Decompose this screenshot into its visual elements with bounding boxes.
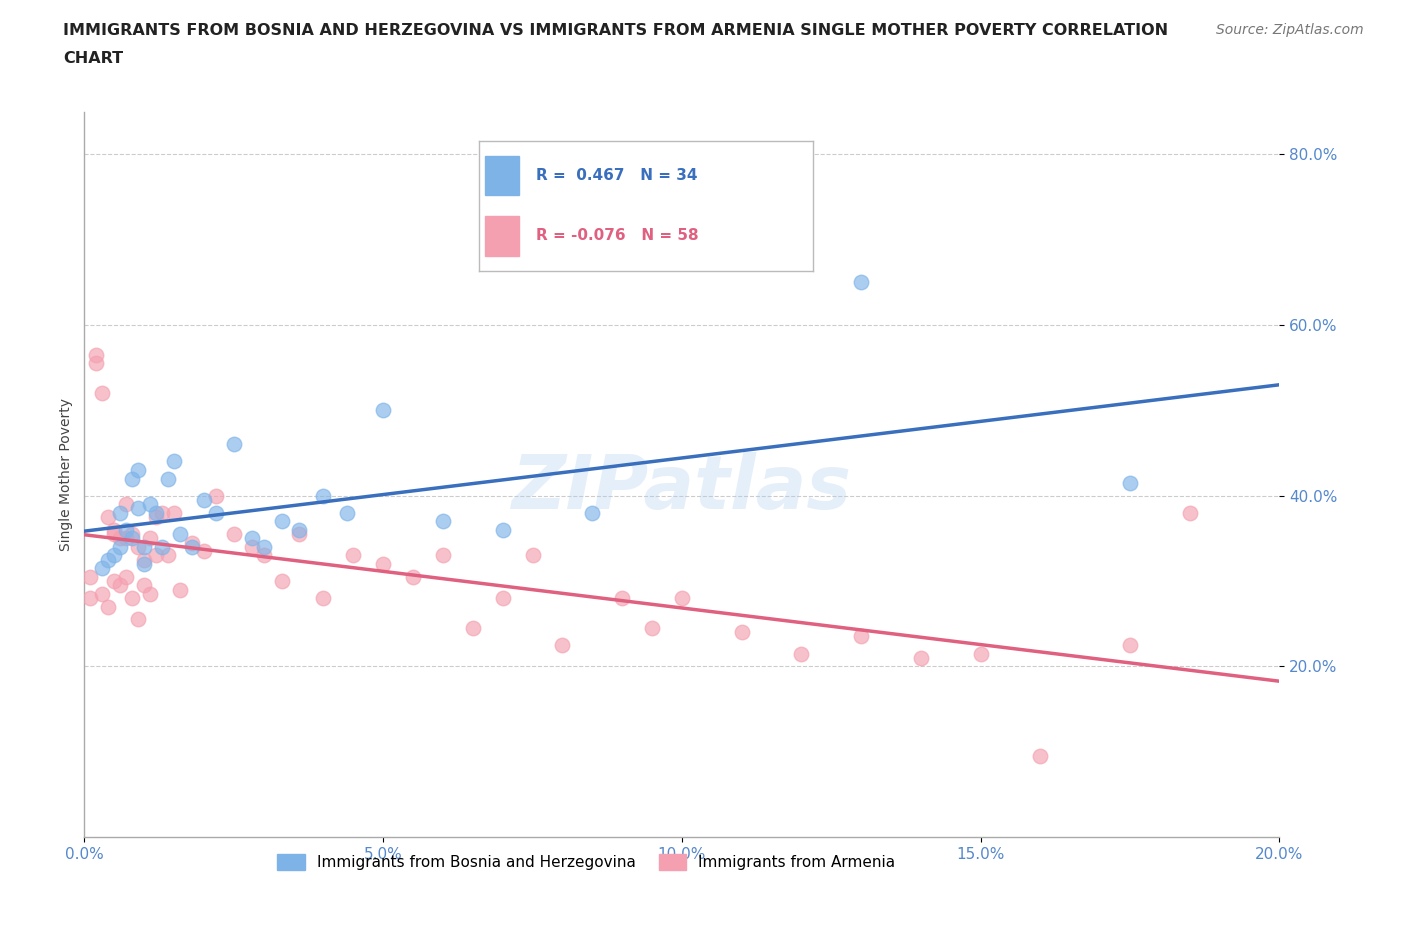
Point — [127, 612, 149, 627]
Point — [790, 646, 813, 661]
Point — [181, 535, 204, 550]
Point — [1119, 638, 1142, 653]
Point — [253, 548, 276, 563]
Point — [139, 497, 162, 512]
Point — [139, 531, 162, 546]
Point — [240, 539, 263, 554]
Point — [402, 569, 425, 584]
Text: CHART: CHART — [63, 51, 124, 66]
Point — [671, 591, 693, 605]
Point — [270, 574, 292, 589]
Point — [121, 526, 143, 541]
Point — [612, 591, 634, 605]
Point — [910, 650, 932, 665]
Point — [110, 578, 132, 592]
Point — [97, 552, 120, 567]
Point — [522, 548, 544, 563]
Point — [253, 539, 276, 554]
Point — [851, 629, 873, 644]
Point — [222, 437, 245, 452]
Point — [79, 591, 101, 605]
Point — [79, 569, 101, 584]
Point — [121, 531, 143, 546]
Point — [132, 578, 156, 592]
Text: Source: ZipAtlas.com: Source: ZipAtlas.com — [1216, 23, 1364, 37]
Point — [312, 591, 335, 605]
Point — [432, 548, 454, 563]
Point — [139, 586, 162, 601]
Point — [110, 539, 132, 554]
Point — [86, 356, 108, 371]
Point — [193, 493, 215, 508]
Point — [91, 561, 114, 576]
Point — [97, 599, 120, 614]
Point — [115, 523, 138, 538]
Point — [103, 574, 125, 589]
Legend: Immigrants from Bosnia and Herzegovina, Immigrants from Armenia: Immigrants from Bosnia and Herzegovina, … — [271, 848, 901, 876]
Point — [127, 462, 149, 477]
Point — [193, 544, 215, 559]
Point — [145, 505, 167, 520]
Point — [157, 472, 180, 486]
Text: ZIPatlas: ZIPatlas — [512, 452, 852, 525]
Point — [432, 513, 454, 528]
Point — [127, 501, 149, 516]
Point — [492, 523, 515, 538]
Point — [373, 403, 395, 418]
Point — [127, 539, 149, 554]
Point — [181, 539, 204, 554]
Point — [110, 531, 132, 546]
Point — [312, 488, 335, 503]
Point — [115, 569, 138, 584]
Point — [103, 523, 125, 538]
Point — [731, 625, 754, 640]
Point — [97, 510, 120, 525]
Point — [205, 488, 228, 503]
Point — [240, 531, 263, 546]
Point — [205, 505, 228, 520]
Point — [342, 548, 364, 563]
Point — [169, 582, 191, 597]
Point — [103, 548, 125, 563]
Point — [150, 505, 173, 520]
Point — [373, 556, 395, 571]
Point — [222, 526, 245, 541]
Point — [461, 620, 484, 635]
Point — [641, 620, 664, 635]
Point — [103, 526, 125, 541]
Y-axis label: Single Mother Poverty: Single Mother Poverty — [59, 398, 73, 551]
Point — [492, 591, 515, 605]
Point — [1178, 505, 1201, 520]
Point — [145, 510, 167, 525]
Point — [115, 531, 138, 546]
Point — [169, 526, 191, 541]
Point — [157, 548, 180, 563]
Point — [145, 548, 167, 563]
Point — [970, 646, 993, 661]
Point — [110, 505, 132, 520]
Point — [115, 497, 138, 512]
Point — [851, 275, 873, 290]
Point — [91, 386, 114, 401]
Text: IMMIGRANTS FROM BOSNIA AND HERZEGOVINA VS IMMIGRANTS FROM ARMENIA SINGLE MOTHER : IMMIGRANTS FROM BOSNIA AND HERZEGOVINA V… — [63, 23, 1168, 38]
Point — [86, 348, 108, 363]
Point — [1029, 749, 1052, 764]
Point — [163, 454, 186, 469]
Point — [132, 539, 156, 554]
Point — [270, 513, 292, 528]
Point — [132, 556, 156, 571]
Point — [132, 552, 156, 567]
Point — [163, 505, 186, 520]
Point — [150, 539, 173, 554]
Point — [581, 505, 603, 520]
Point — [551, 638, 574, 653]
Point — [121, 591, 143, 605]
Point — [1119, 475, 1142, 490]
Point — [91, 586, 114, 601]
Point — [288, 526, 311, 541]
Point — [336, 505, 359, 520]
Point — [288, 523, 311, 538]
Point — [121, 472, 143, 486]
